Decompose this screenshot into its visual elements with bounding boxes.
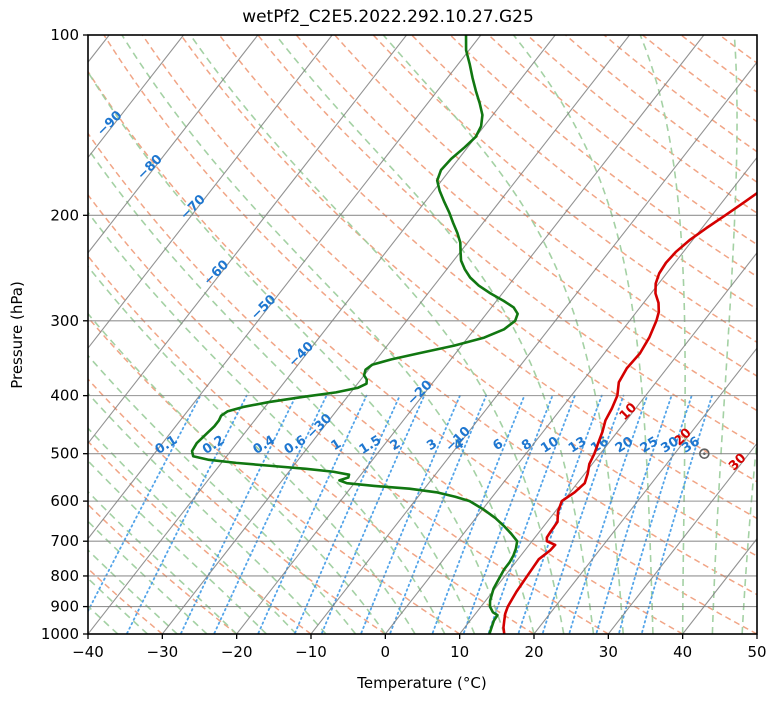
dry-adiabat <box>88 70 757 634</box>
dry-adiabat <box>103 35 757 596</box>
x-tick-label: 50 <box>747 643 766 661</box>
dewpoint-trace <box>190 35 519 634</box>
isotherm-line <box>88 35 407 445</box>
moist-adiabat <box>88 459 267 634</box>
mixing-ratio-line <box>595 394 673 634</box>
isotherm-line <box>459 251 757 634</box>
y-tick-label: 500 <box>50 445 79 463</box>
moist-adiabat <box>88 520 208 634</box>
dry-adiabat <box>88 316 461 634</box>
page-title: wetPf2_C2E5.2022.292.10.27.G25 <box>242 7 534 27</box>
moist-adiabat <box>711 35 738 634</box>
y-tick-label: 100 <box>50 26 79 44</box>
moist-adiabat <box>639 35 686 634</box>
mixing-ratio-line <box>568 394 649 634</box>
dry-adiabat <box>218 35 757 483</box>
mixing-ratio-line <box>640 394 713 634</box>
mixing-ratio-line <box>517 394 603 634</box>
moist-adiabat <box>382 35 624 634</box>
mixing-ratio-line <box>213 394 328 634</box>
mixing-ratio-line <box>487 394 576 634</box>
parcel-marker <box>699 448 710 459</box>
isotherm-line <box>88 35 333 349</box>
moist-adiabat <box>88 354 357 634</box>
y-axis-label: Pressure (hPa) <box>8 281 26 389</box>
y-tick-label: 400 <box>50 387 79 405</box>
isotherm-line <box>88 35 259 254</box>
mixing-ratio-line <box>293 394 401 634</box>
mixing-ratio-line <box>179 394 297 634</box>
isotherm-line <box>236 35 705 634</box>
isotherm-line <box>88 35 184 159</box>
dry-adiabat <box>256 35 757 447</box>
dry-adiabat <box>88 193 609 634</box>
temperature-trace <box>502 191 757 634</box>
moist-adiabat <box>88 427 297 634</box>
isotherm-line <box>310 61 757 634</box>
isotherm-line <box>607 442 757 634</box>
y-tick-label: 600 <box>50 492 79 510</box>
dry-adiabat <box>487 35 757 246</box>
x-tick-label: −40 <box>72 643 104 661</box>
mixing-ratio-line <box>541 394 625 634</box>
y-tick-label: 200 <box>50 206 79 224</box>
moist-adiabat <box>88 392 327 634</box>
y-tick-label: 900 <box>50 598 79 616</box>
y-tick-label: 300 <box>50 312 79 330</box>
isotherm-line <box>161 35 630 634</box>
isotherm-line <box>384 156 757 634</box>
moist-adiabat <box>88 577 149 634</box>
mixing-ratio-line <box>257 394 368 634</box>
moist-adiabat <box>88 490 238 634</box>
isotherm-line <box>533 347 757 634</box>
moist-adiabat <box>88 147 476 634</box>
moist-adiabat <box>88 70 506 634</box>
y-tick-label: 1000 <box>41 625 79 643</box>
x-tick-label: −10 <box>295 643 327 661</box>
x-tick-label: 0 <box>381 643 391 661</box>
x-tick-label: 10 <box>450 643 469 661</box>
mixing-ratio-line <box>388 394 488 634</box>
y-tick-label: 700 <box>50 532 79 550</box>
x-axis-label: Temperature (°C) <box>356 674 486 692</box>
dry-adiabat <box>88 503 238 634</box>
dry-adiabat <box>410 35 757 310</box>
x-tick-label: 40 <box>673 643 692 661</box>
mixing-ratio-line <box>320 394 426 634</box>
mixing-ratio-line <box>125 394 248 634</box>
mixing-ratio-line <box>462 394 554 634</box>
clipped-layer: −100−90−80−70−60−50−40−30−20−10102030400… <box>88 35 757 634</box>
moist-adiabat <box>88 265 416 634</box>
moist-adiabat <box>189 35 565 634</box>
mixing-ratio-line <box>431 394 526 634</box>
y-tick-label: 800 <box>50 567 79 585</box>
moist-adiabat <box>88 549 178 634</box>
x-tick-label: −20 <box>221 643 253 661</box>
x-tick-label: 20 <box>524 643 543 661</box>
isotherm-line <box>88 35 482 540</box>
moist-adiabat <box>512 35 654 634</box>
dry-adiabat <box>372 35 757 344</box>
dry-adiabat <box>88 132 684 634</box>
x-tick-label: −30 <box>147 643 179 661</box>
plot-content: −100−90−80−70−60−50−40−30−20−10102030400… <box>41 26 767 661</box>
x-tick-label: 30 <box>599 643 618 661</box>
plot-frame <box>87 34 758 635</box>
mixing-ratio-line <box>359 394 461 634</box>
parcel-marker-dot <box>703 452 706 455</box>
